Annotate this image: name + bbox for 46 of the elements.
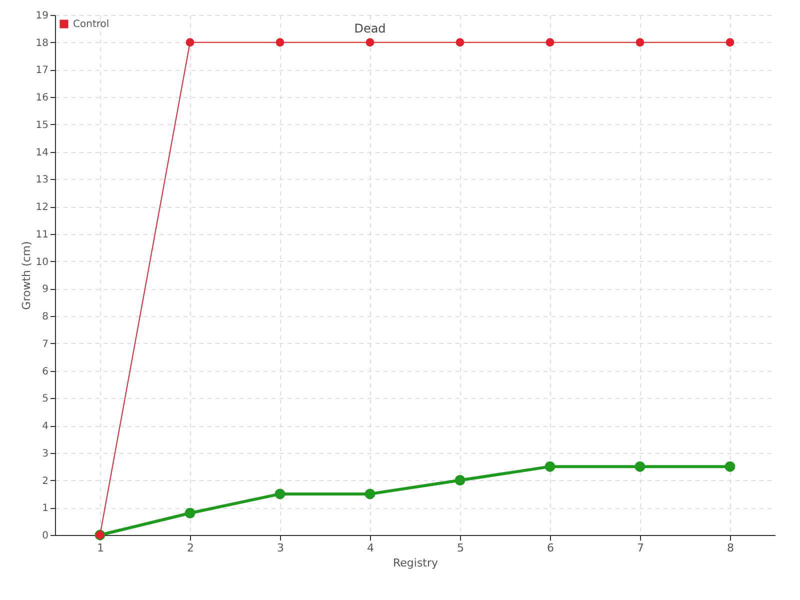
point: [724, 461, 736, 472]
y-axis-title: Growth (cm): [20, 241, 33, 310]
point: [184, 508, 196, 518]
x-tick-label: 7: [637, 542, 644, 554]
y-tick-label: 0: [42, 530, 48, 542]
y-tick-label: 18: [36, 38, 48, 49]
point: [454, 475, 466, 486]
x-tick-label: 6: [547, 542, 554, 554]
y-tick-label: 19: [36, 10, 48, 22]
y-tick-label: 17: [36, 65, 48, 76]
y-tick-label: 11: [36, 229, 48, 240]
point: [726, 38, 734, 47]
y-tick-label: 5: [42, 394, 48, 405]
x-tick-label: 2: [187, 542, 194, 554]
y-tick-label: 12: [36, 202, 48, 214]
x-axis-title: Registry: [392, 556, 439, 570]
point: [186, 38, 194, 47]
annotation: Dead: [354, 21, 386, 36]
y-tick-label: 13: [36, 174, 48, 186]
y-tick-label: 14: [36, 147, 48, 158]
legend-label: Control: [73, 19, 110, 30]
y-tick-label: 16: [36, 92, 48, 104]
x-tick-label: 3: [277, 542, 284, 554]
point: [546, 38, 554, 47]
y-tick-label: 1: [42, 503, 48, 514]
x-tick-label: 5: [457, 542, 464, 554]
point: [636, 38, 644, 47]
x-tick-label: 8: [727, 542, 734, 554]
point: [634, 461, 646, 472]
point: [364, 488, 376, 500]
y-tick-label: 8: [42, 312, 48, 323]
point: [544, 461, 556, 472]
y-tick-label: 2: [42, 476, 48, 487]
x-tick-label: 1: [97, 542, 104, 554]
y-tick-label: 4: [42, 421, 48, 432]
y-tick-label: 10: [36, 256, 48, 268]
x-tick-label: 4: [367, 542, 374, 554]
y-tick-label: 7: [42, 338, 48, 350]
point: [274, 488, 286, 500]
point: [276, 38, 284, 47]
y-tick-label: 6: [42, 366, 48, 378]
point: [366, 38, 374, 47]
point: [456, 38, 464, 47]
y-tick-label: 9: [42, 284, 48, 296]
y-tick-label: 3: [42, 448, 48, 460]
y-tick-label: 15: [36, 120, 48, 131]
